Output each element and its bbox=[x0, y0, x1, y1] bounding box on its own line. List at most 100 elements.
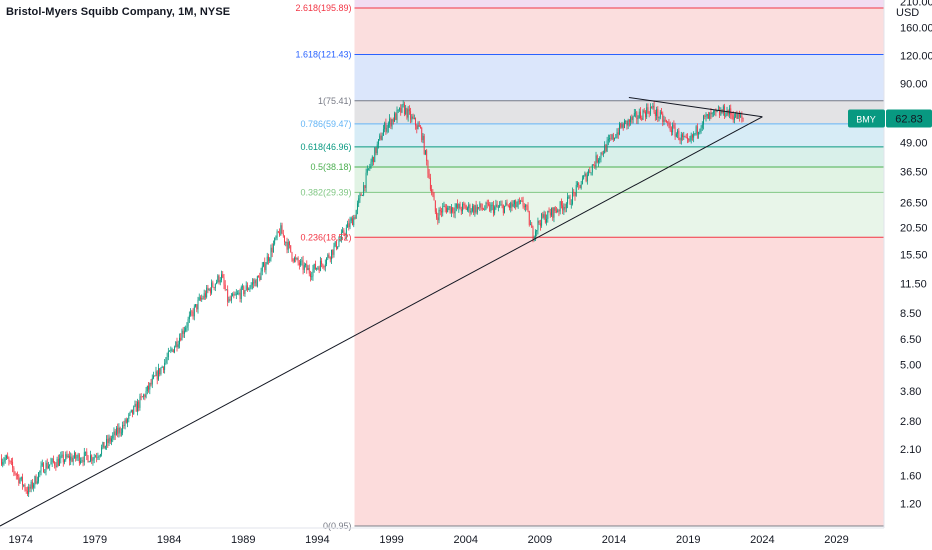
candle-body bbox=[590, 172, 592, 174]
candle-body bbox=[715, 110, 717, 112]
candle-body bbox=[494, 206, 496, 214]
candle-body bbox=[128, 414, 130, 420]
candle-body bbox=[307, 268, 309, 271]
candle-body bbox=[342, 230, 344, 233]
candle-body bbox=[722, 106, 724, 113]
candle-body bbox=[224, 284, 226, 290]
candle-body bbox=[711, 112, 713, 115]
time-tick-label: 1994 bbox=[305, 534, 329, 546]
candle-body bbox=[532, 227, 534, 240]
candle-body bbox=[34, 476, 36, 485]
candle-body bbox=[339, 239, 341, 241]
candle-body bbox=[682, 134, 683, 138]
candle-body bbox=[111, 438, 112, 442]
candle-body bbox=[259, 276, 261, 280]
candle-body bbox=[18, 475, 20, 484]
candle-body bbox=[261, 266, 263, 272]
candle-body bbox=[462, 203, 463, 212]
candle-body bbox=[424, 150, 426, 155]
candle-body bbox=[460, 209, 462, 212]
candle-body bbox=[742, 117, 744, 119]
candle-body bbox=[727, 110, 729, 115]
candle-body bbox=[90, 455, 91, 462]
candle-body bbox=[67, 455, 69, 458]
candle-body bbox=[614, 137, 615, 140]
candle-body bbox=[528, 211, 530, 225]
candle-body bbox=[326, 257, 328, 265]
candle-body bbox=[736, 112, 738, 120]
candle-body bbox=[389, 118, 391, 124]
price-tick-label: 36.50 bbox=[900, 166, 928, 178]
candle-body bbox=[667, 121, 669, 123]
candle-body bbox=[641, 117, 643, 120]
candle-body bbox=[355, 210, 357, 219]
candle-body bbox=[652, 105, 654, 108]
candle-body bbox=[327, 254, 329, 258]
candle-body bbox=[144, 394, 146, 398]
candle-body bbox=[344, 234, 346, 236]
candle-body bbox=[51, 458, 53, 463]
candle-body bbox=[623, 120, 625, 129]
candle-body bbox=[620, 123, 622, 128]
candle-body bbox=[78, 454, 80, 464]
candle-body bbox=[733, 117, 735, 120]
candle-body bbox=[102, 442, 104, 448]
candle-body bbox=[174, 347, 175, 353]
candle-body bbox=[159, 368, 161, 375]
candle-body bbox=[219, 279, 221, 283]
candle-body bbox=[61, 454, 63, 456]
candle-body bbox=[541, 213, 543, 226]
candle-body bbox=[654, 112, 656, 117]
candle-body bbox=[46, 462, 48, 469]
candle-body bbox=[266, 256, 268, 265]
candle-body bbox=[154, 375, 156, 377]
time-tick-label: 1999 bbox=[379, 534, 403, 546]
time-tick-label: 2029 bbox=[824, 534, 848, 546]
candle-body bbox=[521, 200, 523, 202]
candle-body bbox=[488, 203, 489, 205]
candle-body bbox=[422, 135, 424, 141]
candle-body bbox=[72, 457, 74, 462]
candle-body bbox=[244, 290, 246, 295]
candle-body bbox=[179, 337, 180, 345]
candle-body bbox=[391, 119, 393, 127]
candle-body bbox=[62, 454, 64, 463]
candle-body bbox=[101, 447, 103, 455]
fib-zone bbox=[354, 100, 884, 124]
candle-body bbox=[489, 204, 491, 212]
candle-body bbox=[501, 204, 503, 206]
candle-body bbox=[721, 110, 723, 113]
candle-body bbox=[670, 130, 672, 133]
price-tick-label: 49.00 bbox=[900, 138, 928, 150]
candle-body bbox=[740, 115, 742, 117]
candle-body bbox=[669, 124, 671, 131]
candle-body bbox=[300, 260, 302, 266]
candle-body bbox=[207, 287, 209, 291]
candle-body bbox=[118, 427, 120, 434]
candle-body bbox=[485, 202, 487, 209]
candle-body bbox=[192, 312, 194, 317]
candle-body bbox=[432, 192, 434, 196]
candle-body bbox=[214, 283, 216, 288]
candle-body bbox=[39, 471, 41, 473]
candle-body bbox=[139, 396, 141, 408]
candle-body bbox=[700, 127, 702, 132]
candle-body bbox=[575, 184, 577, 196]
candle-body bbox=[275, 237, 277, 239]
candle-body bbox=[297, 258, 299, 263]
candle-body bbox=[490, 205, 492, 212]
fib-zone bbox=[354, 166, 884, 193]
candle-body bbox=[338, 240, 340, 247]
last-price-badge[interactable]: BMY 62.83 bbox=[848, 109, 932, 128]
candle-body bbox=[627, 119, 629, 126]
time-tick-label: 1974 bbox=[9, 534, 33, 546]
candle-body bbox=[148, 385, 150, 390]
candle-body bbox=[279, 232, 281, 236]
candle-body bbox=[162, 366, 164, 370]
candle-body bbox=[374, 147, 376, 163]
candle-body bbox=[520, 200, 522, 202]
time-tick-label: 1979 bbox=[83, 534, 107, 546]
symbol-badge bbox=[848, 109, 885, 128]
candle-body bbox=[235, 293, 237, 295]
